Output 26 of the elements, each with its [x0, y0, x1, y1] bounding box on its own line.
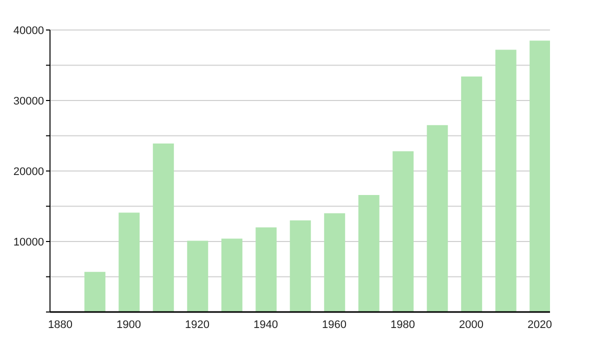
bar [256, 227, 277, 312]
y-tick-label: 10000 [13, 236, 44, 248]
x-tick-label: 1880 [48, 318, 73, 331]
bar [187, 240, 208, 312]
x-tick-label: 2000 [458, 318, 484, 331]
x-tick-label: 1960 [322, 318, 346, 331]
bar [426, 125, 448, 312]
x-tick-label: 1900 [116, 318, 142, 331]
y-tick-label: 20000 [13, 166, 44, 178]
x-tick-label: 1980 [390, 318, 415, 331]
bar [530, 40, 550, 312]
y-tick-label: 40000 [13, 24, 44, 37]
bar [324, 213, 346, 312]
bar [290, 220, 311, 312]
bar [392, 151, 414, 312]
y-tick-label: 30000 [13, 95, 44, 108]
bar [152, 144, 174, 312]
bar [495, 50, 516, 312]
bar [221, 238, 242, 312]
x-tick-label: 2020 [527, 318, 552, 331]
bar [84, 272, 106, 312]
bar [461, 76, 482, 312]
x-tick-label: 1920 [185, 318, 210, 331]
x-tick-label: 1940 [254, 318, 278, 331]
bar [358, 194, 380, 312]
bar [118, 212, 140, 312]
